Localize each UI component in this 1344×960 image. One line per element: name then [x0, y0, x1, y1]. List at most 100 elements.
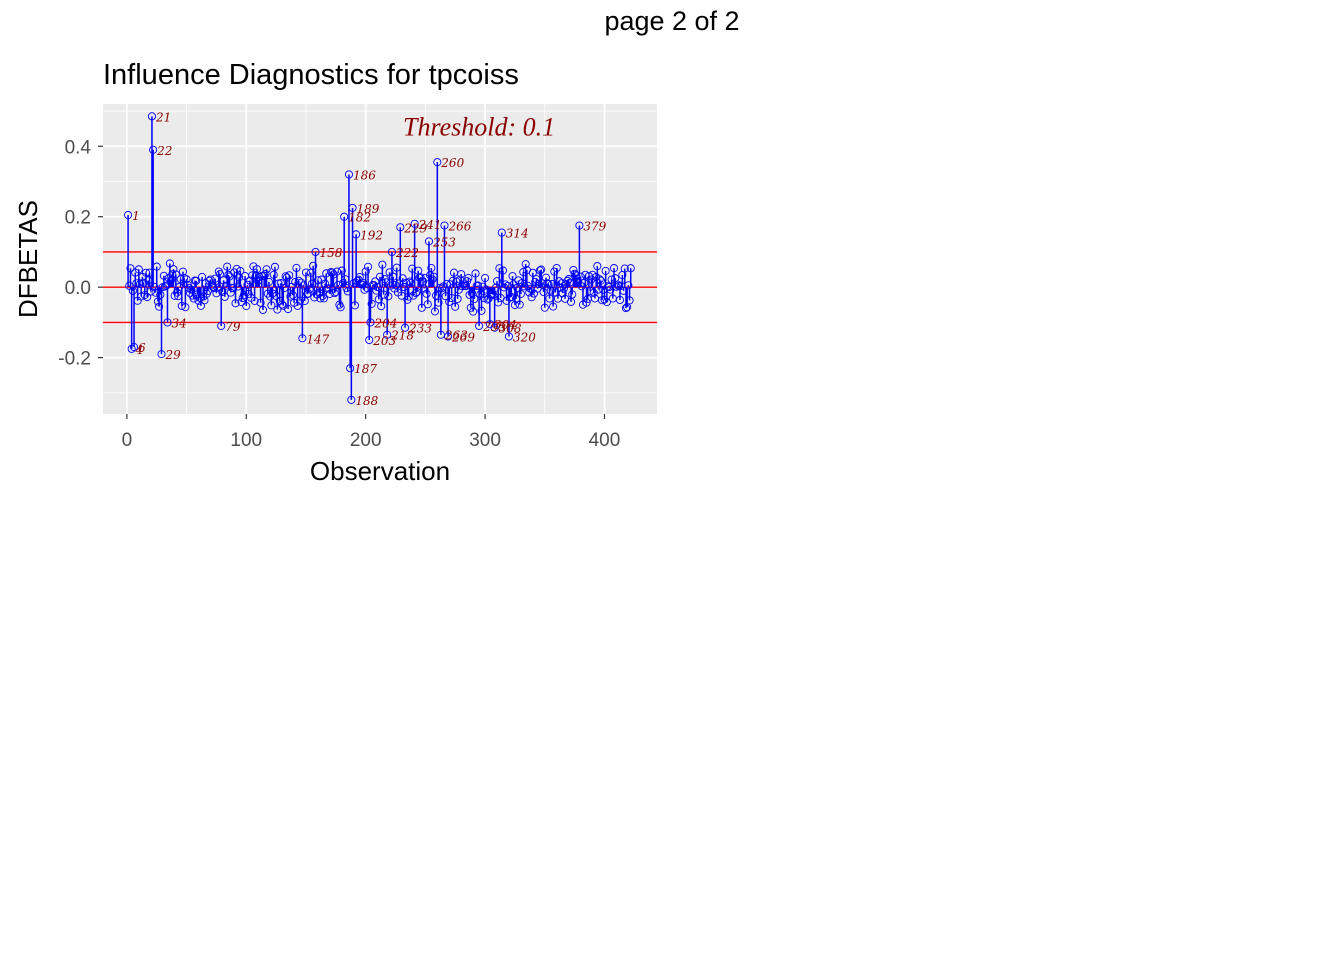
data-point	[424, 237, 434, 246]
data-point	[198, 272, 207, 281]
data-point	[545, 294, 554, 303]
data-point	[447, 293, 456, 303]
data-point	[233, 282, 242, 291]
data-point	[301, 268, 311, 277]
data-point	[141, 268, 151, 277]
data-point	[208, 282, 217, 291]
data-point	[309, 261, 318, 270]
point-label: 304	[494, 318, 517, 332]
data-point	[596, 276, 605, 285]
point-label: 222	[395, 246, 419, 260]
data-point	[411, 288, 420, 298]
point-label: 266	[447, 220, 471, 234]
data-point	[615, 295, 625, 305]
data-point	[515, 300, 524, 309]
data-point	[366, 318, 375, 327]
data-point	[211, 274, 220, 283]
data-point	[558, 289, 567, 298]
data-point	[587, 275, 596, 284]
data-point	[219, 276, 228, 285]
point-label: 229	[403, 221, 427, 235]
data-point	[237, 297, 246, 307]
data-points	[124, 112, 635, 404]
data-point	[316, 294, 325, 303]
data-point	[555, 277, 564, 286]
point-label: 34	[171, 316, 186, 330]
data-point	[192, 276, 201, 285]
point-label: 269	[451, 331, 475, 345]
data-point	[174, 292, 183, 301]
x-axis-title: Observation	[310, 456, 450, 486]
data-point	[126, 264, 135, 273]
data-point	[533, 284, 542, 293]
data-point	[344, 170, 354, 179]
data-point	[168, 270, 177, 279]
chart-title: Influence Diagnostics for tpcoiss	[103, 59, 519, 91]
point-label: 22	[156, 144, 172, 158]
data-point	[162, 281, 171, 290]
data-point	[127, 344, 136, 353]
data-point	[576, 272, 585, 281]
data-point	[360, 285, 369, 294]
data-point	[396, 223, 405, 232]
data-point	[264, 277, 274, 287]
data-point	[150, 282, 159, 291]
data-point	[453, 294, 462, 303]
data-point	[427, 264, 436, 273]
data-point	[614, 282, 623, 291]
data-point	[410, 219, 419, 228]
data-point	[137, 292, 146, 301]
data-point	[337, 266, 346, 275]
data-point	[221, 281, 231, 290]
point-label: 21	[155, 110, 171, 124]
data-point	[389, 272, 398, 281]
data-point	[195, 293, 204, 302]
point-label: 241	[418, 218, 442, 232]
point-label: 295	[482, 320, 506, 334]
data-point	[441, 292, 450, 301]
data-point	[165, 259, 174, 268]
data-point	[135, 279, 145, 289]
data-point	[341, 275, 350, 284]
data-point	[365, 335, 374, 345]
data-point	[466, 303, 475, 312]
data-point	[184, 283, 194, 292]
point-label: 204	[373, 316, 397, 330]
data-point	[432, 291, 441, 300]
y-axis-title: DFBETAS	[13, 200, 43, 318]
data-point	[267, 301, 276, 310]
data-point	[319, 294, 328, 303]
data-point	[504, 332, 513, 341]
data-point	[524, 281, 533, 291]
data-point	[600, 295, 609, 304]
data-point	[139, 278, 148, 287]
point-labels: 1 46 21 22 29 34 79 147 158 182 186 187 188 189 192 203…	[132, 110, 607, 408]
y-axis-ticks: -0.2 0.0 0.2 0.4	[58, 137, 103, 370]
data-point	[491, 283, 500, 292]
data-point	[482, 285, 491, 294]
data-point	[372, 286, 381, 295]
data-point	[540, 303, 549, 312]
data-point	[350, 301, 359, 310]
data-point	[537, 265, 546, 274]
y-tick-label: 0.2	[65, 208, 91, 229]
data-point	[266, 292, 275, 301]
data-point	[243, 280, 252, 289]
point-label: 379	[583, 220, 606, 234]
data-point	[423, 300, 432, 309]
data-point	[155, 302, 164, 311]
data-point	[457, 270, 466, 279]
data-point	[562, 280, 571, 289]
data-point	[532, 275, 541, 284]
data-point	[416, 273, 425, 282]
data-point	[209, 283, 219, 293]
data-point	[595, 275, 604, 284]
x-tick-label: 0	[122, 430, 133, 451]
data-point	[288, 291, 297, 300]
data-point	[332, 267, 342, 276]
data-point	[297, 278, 306, 287]
data-point	[270, 262, 279, 271]
x-axis-ticks: 0 100 200 300 400	[122, 414, 621, 451]
point-label: 203	[372, 334, 396, 348]
x-tick-label: 400	[589, 430, 621, 451]
